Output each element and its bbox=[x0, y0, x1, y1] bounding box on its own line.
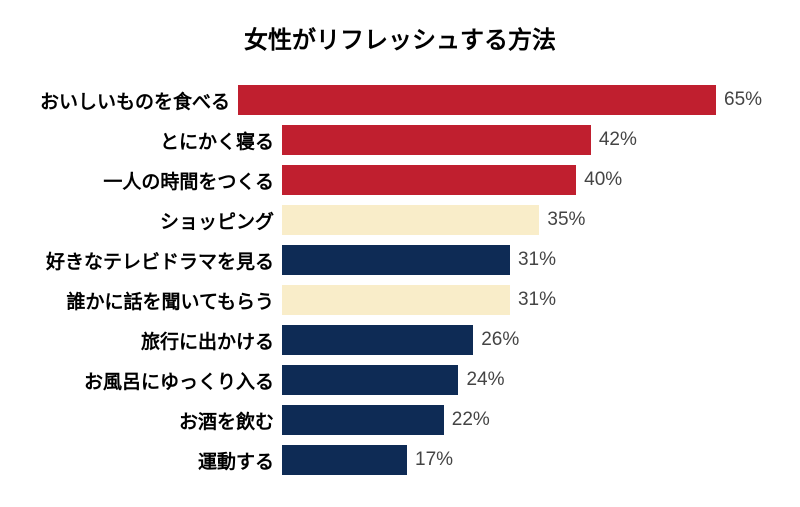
bar-track: 65% bbox=[238, 80, 762, 120]
bar-label: 誰かに話を聞いてもらう bbox=[40, 287, 282, 314]
bar-row: お酒を飲む 22% bbox=[40, 400, 760, 440]
bar-value: 65% bbox=[716, 89, 762, 111]
bar-value: 40% bbox=[576, 169, 622, 191]
bar-track: 26% bbox=[282, 320, 760, 360]
bar bbox=[282, 285, 510, 315]
bar-label: 旅行に出かける bbox=[40, 327, 282, 354]
bar-row: 好きなテレビドラマを見る 31% bbox=[40, 240, 760, 280]
bar-row: 旅行に出かける 26% bbox=[40, 320, 760, 360]
bar bbox=[282, 445, 407, 475]
bar-value: 26% bbox=[473, 329, 519, 351]
bar-label: おいしいものを食べる bbox=[40, 87, 238, 114]
bar-row: お風呂にゆっくり入る 24% bbox=[40, 360, 760, 400]
chart-area: おいしいものを食べる 65% とにかく寝る 42% 一人の時間をつくる 40% ショッピング… bbox=[40, 80, 760, 480]
bar-label: 運動する bbox=[40, 447, 282, 474]
bar bbox=[282, 125, 591, 155]
bar bbox=[282, 205, 539, 235]
bar-value: 31% bbox=[510, 289, 556, 311]
bar bbox=[238, 85, 716, 115]
bar-label: 好きなテレビドラマを見る bbox=[40, 247, 282, 274]
bar-row: とにかく寝る 42% bbox=[40, 120, 760, 160]
bar-track: 31% bbox=[282, 240, 760, 280]
bar-track: 31% bbox=[282, 280, 760, 320]
bar-track: 40% bbox=[282, 160, 760, 200]
bar-value: 35% bbox=[539, 209, 585, 231]
bar-label: 一人の時間をつくる bbox=[40, 167, 282, 194]
bar-row: 運動する 17% bbox=[40, 440, 760, 480]
bar-row: 誰かに話を聞いてもらう 31% bbox=[40, 280, 760, 320]
bar-row: 一人の時間をつくる 40% bbox=[40, 160, 760, 200]
bar-track: 17% bbox=[282, 440, 760, 480]
bar-label: お酒を飲む bbox=[40, 407, 282, 434]
bar-label: ショッピング bbox=[40, 207, 282, 234]
bar-track: 24% bbox=[282, 360, 760, 400]
bar-value: 31% bbox=[510, 249, 556, 271]
bar-value: 24% bbox=[458, 369, 504, 391]
bar-track: 35% bbox=[282, 200, 760, 240]
bar-value: 22% bbox=[444, 409, 490, 431]
bar bbox=[282, 405, 444, 435]
chart-title: 女性がリフレッシュする方法 bbox=[40, 20, 760, 55]
bar-track: 42% bbox=[282, 120, 760, 160]
bar-value: 17% bbox=[407, 449, 453, 471]
bar-row: ショッピング 35% bbox=[40, 200, 760, 240]
bar bbox=[282, 165, 576, 195]
bar-track: 22% bbox=[282, 400, 760, 440]
bar bbox=[282, 365, 458, 395]
bar bbox=[282, 325, 473, 355]
bar bbox=[282, 245, 510, 275]
bar-label: お風呂にゆっくり入る bbox=[40, 367, 282, 394]
bar-label: とにかく寝る bbox=[40, 127, 282, 154]
bar-row: おいしいものを食べる 65% bbox=[40, 80, 760, 120]
bar-value: 42% bbox=[591, 129, 637, 151]
